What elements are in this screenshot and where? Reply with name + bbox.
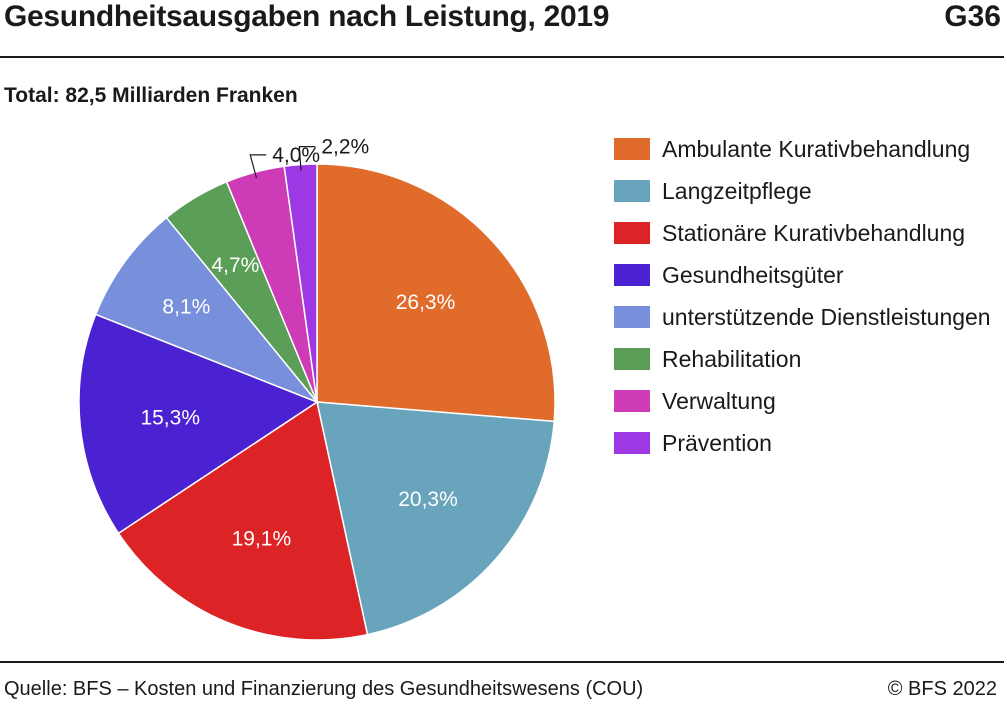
bottom-divider	[0, 661, 1004, 663]
slice-label-4: 15,3%	[140, 406, 200, 429]
legend: Ambulante Kurativbehandlung Langzeitpfleg…	[614, 134, 1007, 470]
top-divider	[0, 56, 1004, 58]
slice-label-6: 4,7%	[211, 254, 259, 277]
legend-swatch-8	[614, 432, 650, 454]
copyright-note: © BFS 2022	[887, 678, 997, 700]
pie-slice-2	[316, 401, 556, 636]
legend-label-6: Rehabilitation	[662, 346, 802, 372]
pie-slice-4	[78, 313, 319, 535]
slice-label-5: 8,1%	[162, 295, 210, 318]
legend-label-2: Langzeitpflege	[662, 178, 812, 204]
slice-label-3: 19,1%	[232, 528, 292, 551]
legend-item-2: Langzeitpflege	[614, 176, 1007, 207]
legend-label-7: Verwaltung	[662, 388, 776, 414]
legend-swatch-1	[614, 138, 650, 160]
legend-label-8: Prävention	[662, 430, 772, 456]
slice-label-7: 4,0%	[272, 144, 320, 167]
legend-item-6: Rehabilitation	[614, 344, 1007, 375]
pie-chart: 26,3% 20,3% 19,1% 15,3% 8,1%4,7% 4,0% 2,2%	[78, 136, 556, 641]
chart-subtitle: Total: 82,5 Milliarden Franken	[4, 84, 298, 107]
pie-slice-3	[117, 400, 369, 641]
legend-item-1: Ambulante Kurativbehandlung	[614, 134, 1007, 165]
source-note: Quelle: BFS – Kosten und Finanzierung de…	[4, 678, 644, 700]
legend-item-7: Verwaltung	[614, 386, 1007, 417]
legend-swatch-7	[614, 390, 650, 412]
slice-label-8: 2,2%	[321, 136, 369, 159]
legend-swatch-5	[614, 306, 650, 328]
chart-title: Gesundheitsausgaben nach Leistung, 2019	[4, 0, 610, 33]
chart-code: G36	[944, 0, 1001, 33]
legend-label-5: unterstützende Dienstleistungen	[662, 304, 991, 330]
legend-item-5: unterstützende Dienstleistungen	[614, 302, 1007, 333]
slice-label-2: 20,3%	[398, 488, 458, 511]
legend-swatch-6	[614, 348, 650, 370]
legend-item-3: Stationäre Kurativbehandlung	[614, 218, 1007, 249]
slice-label-1: 26,3%	[396, 291, 456, 314]
legend-swatch-4	[614, 264, 650, 286]
leader-line-7	[249, 154, 267, 179]
legend-item-8: Prävention	[614, 428, 1007, 459]
legend-swatch-2	[614, 180, 650, 202]
legend-label-3: Stationäre Kurativbehandlung	[662, 220, 966, 246]
legend-swatch-3	[614, 222, 650, 244]
pie-slice-1	[316, 163, 556, 423]
legend-label-4: Gesundheitsgüter	[662, 262, 844, 288]
legend-item-4: Gesundheitsgüter	[614, 260, 1007, 291]
leader-line-8	[298, 146, 316, 171]
legend-label-1: Ambulante Kurativbehandlung	[662, 136, 971, 162]
pie-slice-5	[94, 216, 320, 404]
